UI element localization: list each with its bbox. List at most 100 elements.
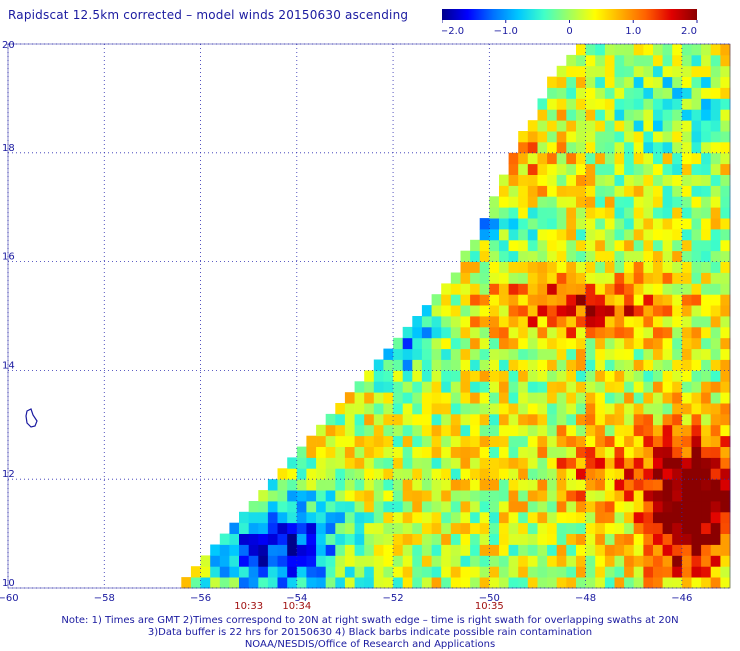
wind-cell	[662, 131, 673, 143]
wind-cell	[710, 239, 721, 252]
wind-cell	[701, 544, 712, 556]
wind-cell	[710, 392, 721, 404]
wind-cell	[566, 403, 577, 415]
wind-cell	[710, 446, 721, 458]
wind-cell	[499, 381, 509, 393]
wind-cell	[691, 468, 702, 480]
wind-cell	[720, 555, 731, 567]
wind-cell	[210, 555, 221, 567]
wind-cell	[662, 446, 673, 458]
wind-cell	[710, 185, 721, 197]
wind-cell	[537, 533, 548, 545]
wind-cell	[479, 283, 490, 295]
wind-cell	[508, 566, 519, 578]
wind-cell	[556, 435, 567, 447]
wind-cell	[373, 501, 384, 513]
wind-cell	[441, 316, 452, 328]
wind-cell	[527, 479, 538, 491]
wind-cell	[527, 250, 538, 262]
wind-cell	[489, 544, 500, 556]
wind-cell	[325, 522, 336, 534]
wind-cell	[691, 76, 702, 88]
wind-cell	[450, 272, 461, 284]
wind-cell	[527, 370, 538, 382]
wind-cell	[681, 250, 692, 262]
wind-cell	[470, 435, 481, 447]
wind-cell	[643, 326, 654, 339]
wind-cell	[701, 381, 712, 393]
wind-cell	[489, 435, 500, 447]
wind-cell	[672, 577, 683, 589]
wind-cell	[604, 457, 615, 469]
wind-cell	[537, 337, 548, 350]
wind-cell	[633, 348, 644, 360]
wind-cell	[537, 174, 548, 186]
wind-cell	[662, 326, 673, 339]
wind-cell	[373, 577, 384, 589]
wind-cell	[239, 577, 249, 589]
wind-cell	[566, 196, 577, 208]
wind-cell	[402, 577, 413, 589]
wind-cell	[373, 381, 384, 393]
wind-cell	[681, 109, 692, 121]
wind-cell	[681, 283, 692, 295]
wind-cell	[470, 479, 481, 491]
wind-cell	[479, 533, 490, 545]
wind-cell	[393, 522, 404, 534]
wind-cell	[431, 544, 442, 556]
wind-cell	[499, 490, 509, 502]
wind-cell	[710, 44, 721, 56]
wind-cell	[710, 120, 721, 132]
wind-cell	[662, 98, 673, 110]
wind-cell	[576, 261, 586, 273]
wind-cell	[364, 544, 375, 556]
wind-cell	[537, 479, 548, 491]
wind-cell	[633, 87, 644, 99]
wind-cell	[720, 413, 731, 426]
wind-cell	[672, 522, 683, 534]
wind-cell	[653, 403, 663, 415]
wind-cell	[239, 533, 249, 545]
wind-cell	[508, 413, 519, 426]
wind-cell	[441, 446, 452, 458]
wind-cell	[624, 511, 635, 524]
wind-cell	[556, 163, 567, 175]
wind-cell	[518, 283, 529, 295]
wind-cell	[662, 381, 673, 393]
wind-cell	[624, 174, 635, 186]
wind-cell	[576, 479, 586, 491]
wind-cell	[624, 163, 635, 175]
wind-cell	[633, 294, 644, 306]
wind-cell	[566, 218, 577, 230]
wind-cell	[489, 239, 500, 252]
wind-cell	[604, 229, 615, 241]
wind-cell	[633, 479, 644, 491]
wind-cell	[306, 577, 317, 589]
wind-cell	[566, 511, 577, 524]
wind-cell	[479, 381, 490, 393]
wind-cell	[556, 348, 567, 360]
wind-cell	[585, 44, 596, 56]
wind-cell	[508, 479, 519, 491]
wind-cell	[701, 479, 712, 491]
wind-cell	[681, 544, 692, 556]
wind-cell	[248, 533, 259, 545]
wind-cell	[527, 468, 538, 480]
wind-cell	[470, 392, 481, 404]
wind-cell	[537, 141, 548, 154]
wind-cell	[633, 468, 644, 480]
wind-cell	[547, 424, 558, 437]
wind-cell	[662, 272, 673, 284]
wind-cell	[624, 305, 635, 317]
wind-cell	[595, 479, 606, 491]
wind-cell	[585, 392, 596, 404]
wind-cell	[489, 370, 500, 382]
wind-cell	[364, 566, 375, 578]
wind-cell	[508, 468, 519, 480]
wind-cell	[335, 501, 346, 513]
wind-cell	[479, 229, 490, 241]
wind-cell	[306, 533, 317, 545]
wind-cell	[710, 544, 721, 556]
wind-cell	[518, 174, 529, 186]
wind-cell	[489, 337, 500, 350]
